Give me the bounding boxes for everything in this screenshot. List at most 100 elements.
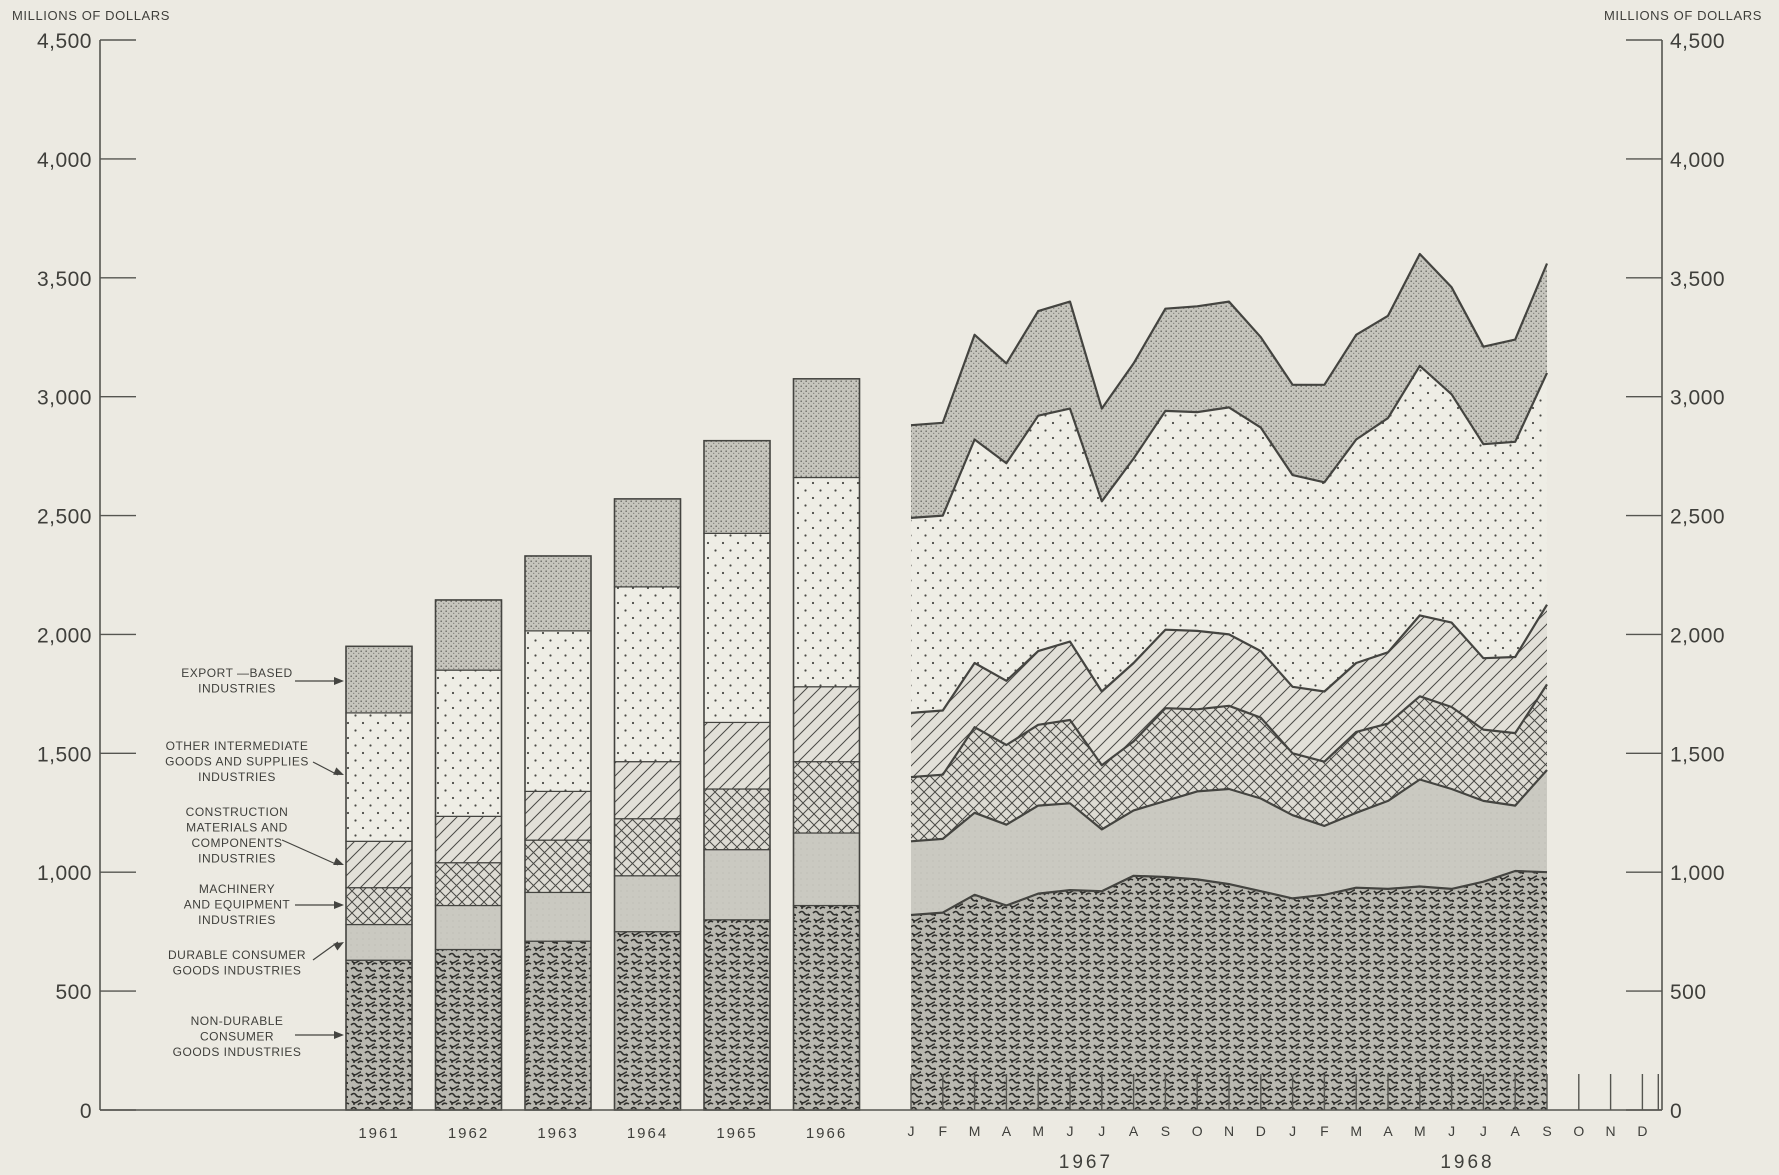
legend-label-line: EXPORT —BASED — [181, 666, 292, 680]
area-nondurable — [911, 871, 1547, 1110]
bar-1962-nondurable — [434, 948, 503, 1111]
bar-1963-nondurable — [524, 940, 592, 1111]
legend-arrow-head-icon — [334, 901, 344, 909]
month-label: A — [1511, 1123, 1521, 1139]
month-label: S — [1161, 1123, 1170, 1139]
bar-1964-nondurable — [613, 931, 682, 1111]
area-durable — [911, 770, 1547, 915]
legend-arrow-head-icon — [334, 677, 344, 685]
bar-1961-machinery — [345, 887, 413, 926]
bar-1963-intermediate — [524, 630, 592, 792]
bar-1965-nondurable — [703, 919, 771, 1111]
right-y-tick-label: 1,500 — [1670, 743, 1725, 766]
right-y-tick-label: 1,000 — [1670, 862, 1725, 885]
legend-label-line: MACHINERY — [199, 882, 275, 896]
left-y-tick-label: 2,500 — [37, 506, 92, 529]
x-tick-label-1965: 1965 — [716, 1125, 757, 1142]
legend-label-line: OTHER INTERMEDIATE — [166, 739, 309, 753]
month-label: J — [1067, 1123, 1074, 1139]
left-y-tick-label: 1,000 — [37, 862, 92, 885]
year-label-1967: 1967 — [1059, 1152, 1113, 1173]
month-label: M — [1032, 1123, 1044, 1139]
bar-1963-construction — [524, 790, 592, 841]
legend-label-line: CONSTRUCTION — [186, 805, 289, 819]
legend-arrow-line — [312, 941, 339, 961]
month-label: N — [1606, 1123, 1616, 1139]
month-label: M — [1350, 1123, 1362, 1139]
left-y-tick-label: 500 — [55, 981, 92, 1004]
month-label: A — [1129, 1123, 1139, 1139]
legend-label-line: GOODS INDUSTRIES — [173, 964, 302, 978]
bar-1962-construction — [434, 815, 503, 864]
bar-1964-intermediate — [613, 586, 682, 763]
left-y-tick-label: 0 — [80, 1100, 92, 1123]
month-label: D — [1256, 1123, 1266, 1139]
legend-label-line: INDUSTRIES — [198, 682, 276, 696]
month-label: J — [908, 1123, 915, 1139]
legend-label-line: INDUSTRIES — [198, 852, 276, 866]
bar-1961-intermediate — [345, 712, 413, 842]
bar-1963-durable — [524, 891, 592, 942]
bar-1961-nondurable — [345, 959, 413, 1111]
legend-label-line: GOODS INDUSTRIES — [173, 1045, 302, 1059]
right-y-tick-label: 3,000 — [1670, 387, 1725, 410]
legend-label-line: CONSUMER — [200, 1030, 274, 1044]
bar-1963-machinery — [524, 839, 592, 894]
area-export — [911, 254, 1547, 518]
x-tick-label-1964: 1964 — [627, 1125, 668, 1142]
left-y-tick-label: 4,500 — [37, 30, 92, 53]
bar-1965-machinery — [703, 788, 771, 851]
x-tick-label-1963: 1963 — [537, 1125, 578, 1142]
boundary-line-export — [910, 252, 1549, 427]
bar-1962-export — [434, 599, 503, 671]
right-y-tick-label: 500 — [1670, 981, 1707, 1004]
bar-1964-durable — [613, 875, 682, 933]
legend-arrow-head-icon — [333, 942, 344, 951]
right-y-tick-label: 2,000 — [1670, 624, 1725, 647]
legend-arrow-line — [281, 839, 339, 866]
legend-arrow-head-icon — [333, 857, 344, 865]
bar-1964-export — [613, 498, 682, 588]
legend-label-line: NON-DURABLE — [191, 1014, 284, 1028]
right-axis-unit-label: MILLIONS OF DOLLARS — [1604, 8, 1762, 23]
month-label: M — [1414, 1123, 1426, 1139]
x-tick-label-1961: 1961 — [358, 1125, 399, 1142]
bar-1966-machinery — [792, 761, 861, 834]
month-label: J — [1098, 1123, 1105, 1139]
right-y-tick-label: 4,000 — [1670, 149, 1725, 172]
month-label: A — [1002, 1123, 1012, 1139]
boundary-line-construction — [910, 604, 1548, 714]
legend-entry-export: EXPORT —BASED INDUSTRIES — [181, 666, 344, 696]
legend-label-line: AND EQUIPMENT — [184, 898, 291, 912]
month-label: J — [1448, 1123, 1455, 1139]
boundary-line-nondurable — [910, 869, 1548, 917]
right-y-tick-label: 3,500 — [1670, 268, 1725, 291]
area-intermediate — [911, 365, 1547, 713]
bar-1966-intermediate — [792, 476, 861, 688]
month-label: F — [939, 1123, 948, 1139]
month-label: J — [1480, 1123, 1487, 1139]
boundary-line-machinery — [910, 683, 1548, 779]
bar-1964-construction — [613, 761, 682, 820]
boundary-line-intermediate — [910, 364, 1548, 519]
bar-1965-intermediate — [703, 532, 771, 724]
legend-label-line: COMPONENTS — [191, 836, 282, 850]
legend-label-line: INDUSTRIES — [198, 913, 276, 927]
legend-label-line: GOODS AND SUPPLIES — [165, 755, 309, 769]
bar-1962-durable — [434, 904, 503, 951]
month-label: F — [1320, 1123, 1329, 1139]
annual-bars: 1961 1962 1963 1964 1965 1966 — [345, 378, 861, 1142]
right-y-tick-label: 2,500 — [1670, 506, 1725, 529]
month-label: S — [1542, 1123, 1551, 1139]
bar-1966-export — [792, 378, 861, 479]
legend-arrow-line — [312, 761, 339, 776]
legend-label-line: INDUSTRIES — [198, 770, 276, 784]
bar-1965-construction — [703, 721, 771, 790]
month-label: N — [1224, 1123, 1234, 1139]
boundary-line-durable — [910, 769, 1548, 843]
month-label: O — [1573, 1123, 1584, 1139]
